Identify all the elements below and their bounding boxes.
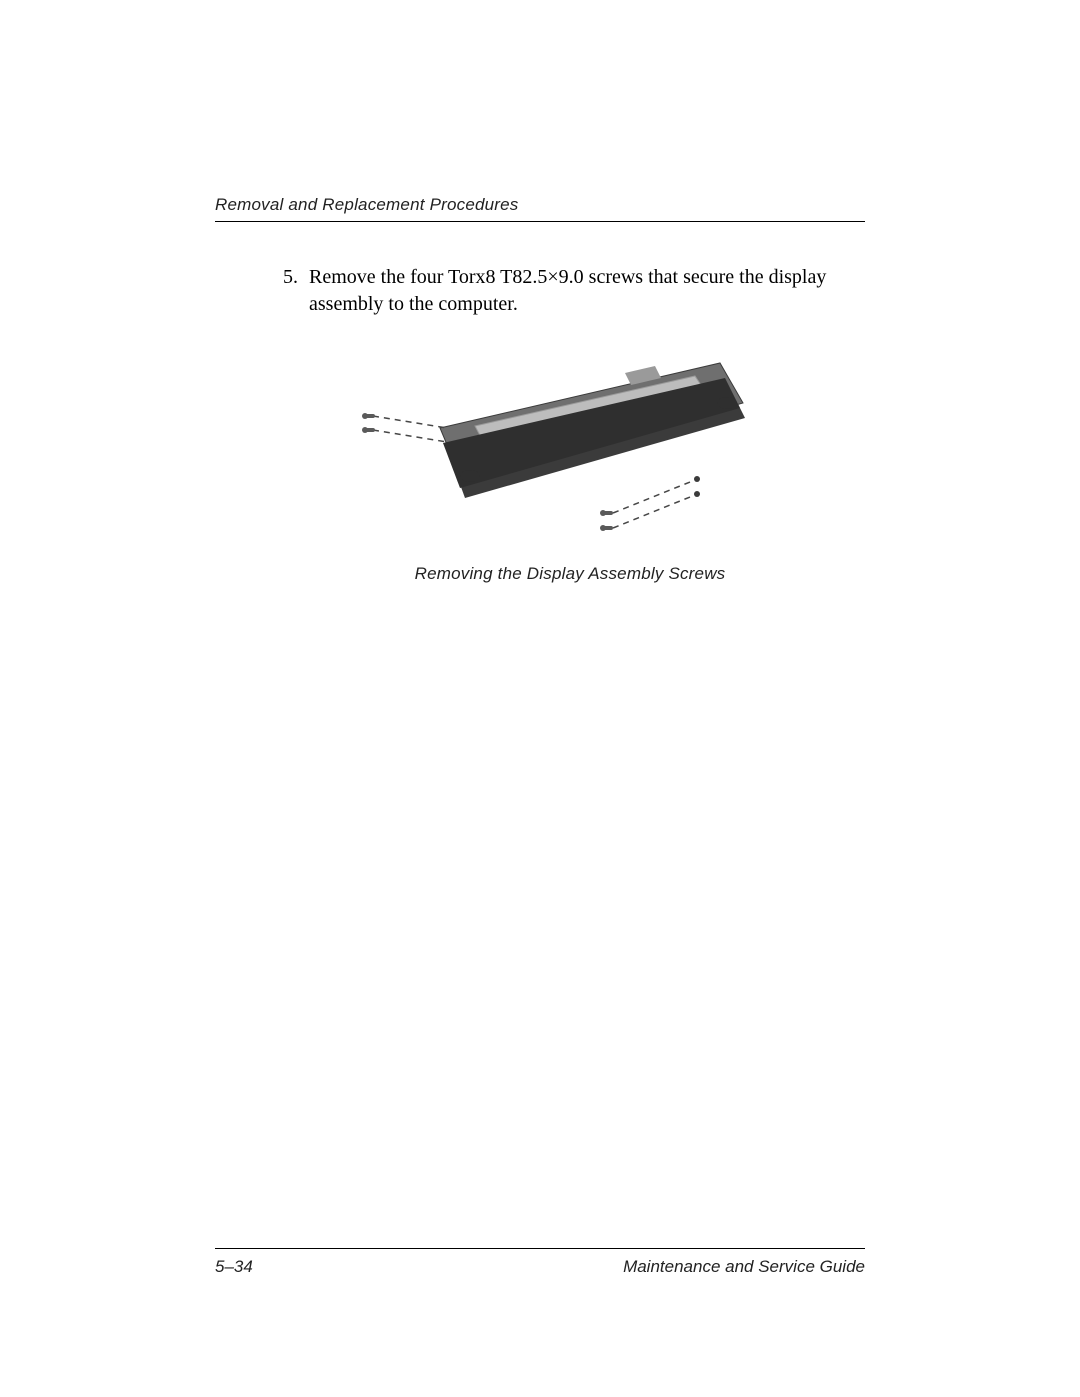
screw-leader-2 (373, 430, 447, 442)
screw-1 (362, 413, 375, 419)
footer-rule (215, 1248, 865, 1249)
figure: Removing the Display Assembly Screws (215, 348, 865, 584)
header-rule (215, 221, 865, 222)
footer-row: 5–34 Maintenance and Service Guide (215, 1257, 865, 1277)
figure-illustration (325, 348, 755, 548)
hinge-hole-3 (694, 476, 700, 482)
instruction-step: 5. Remove the four Torx8 T82.5×9.0 screw… (283, 264, 865, 318)
page: Removal and Replacement Procedures 5. Re… (0, 0, 1080, 1397)
hinge-cap-right (717, 397, 737, 409)
screw-leader-1 (373, 416, 447, 428)
page-footer: 5–34 Maintenance and Service Guide (215, 1248, 865, 1277)
hinge-hole-4 (694, 491, 700, 497)
step-text: Remove the four Torx8 T82.5×9.0 screws t… (309, 264, 865, 318)
screw-group-lower-right (600, 476, 700, 531)
running-header: Removal and Replacement Procedures (215, 195, 865, 221)
figure-caption: Removing the Display Assembly Screws (275, 564, 865, 584)
screw-3 (600, 510, 613, 516)
screw-leader-4 (613, 495, 695, 528)
hinge-cap-left (460, 470, 480, 482)
page-number: 5–34 (215, 1257, 253, 1277)
screw-group-upper-left (362, 413, 447, 442)
screw-leader-3 (613, 480, 695, 513)
screw-2 (362, 427, 375, 433)
step-number: 5. (283, 264, 305, 318)
doc-title: Maintenance and Service Guide (623, 1257, 865, 1277)
screw-4 (600, 525, 613, 531)
